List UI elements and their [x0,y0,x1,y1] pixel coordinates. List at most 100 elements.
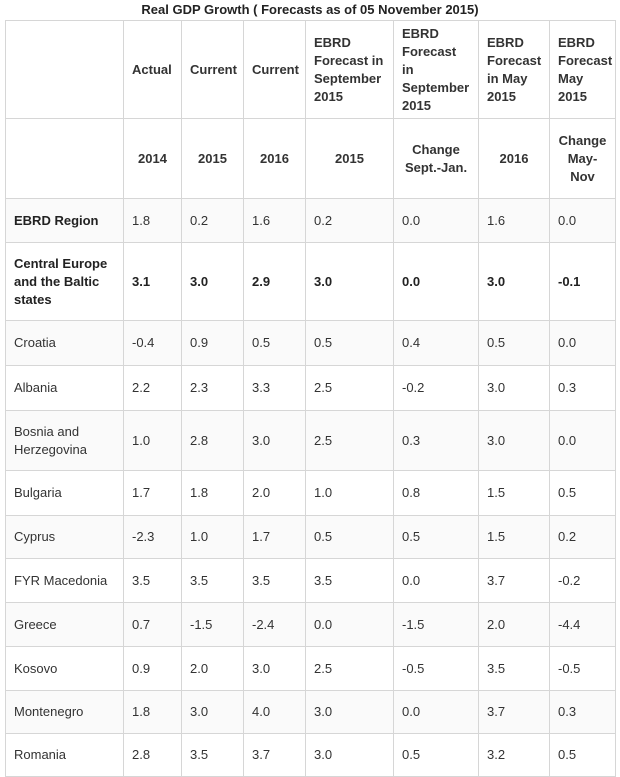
table-row: EBRD Region 1.8 0.2 1.6 0.2 0.0 1.6 0.0 [5,198,616,243]
value-cell: 2.9 [243,242,306,321]
value-cell: 2.0 [478,602,550,647]
value-cell: 0.4 [393,320,479,366]
region-cell: Albania [5,365,124,411]
header-cell: Current [181,20,244,119]
gdp-table: Actual Current Current EBRD Forecast in Sep… [5,20,616,777]
header-cell: 2014 [123,118,182,199]
value-cell: 2.8 [181,410,244,471]
table-row: Kosovo 0.9 2.0 3.0 2.5 -0.5 3.5 -0.5 [5,646,616,691]
value-cell: 0.0 [393,690,479,734]
header-cell: 2016 [243,118,306,199]
value-cell: 1.7 [123,470,182,516]
value-cell: 3.0 [478,365,550,411]
value-cell: 0.5 [478,320,550,366]
value-cell: -0.5 [393,646,479,691]
value-cell: 3.7 [243,733,306,777]
value-cell: 3.0 [305,733,394,777]
value-cell: 3.0 [243,410,306,471]
value-cell: 1.6 [478,198,550,243]
value-cell: 3.5 [478,646,550,691]
value-cell: 0.0 [393,558,479,603]
value-cell: 0.2 [181,198,244,243]
value-cell: 3.5 [123,558,182,603]
value-cell: 2.0 [243,470,306,516]
region-cell: Montenegro [5,690,124,734]
region-cell: Kosovo [5,646,124,691]
value-cell: 1.6 [243,198,306,243]
value-cell: 0.3 [393,410,479,471]
value-cell: 2.0 [181,646,244,691]
region-cell: Cyprus [5,515,124,559]
table-row: Bosnia and Herzegovina 1.0 2.8 3.0 2.5 0.3 3.0… [5,410,616,471]
table-body: EBRD Region 1.8 0.2 1.6 0.2 0.0 1.6 0.0 Central … [5,198,616,777]
value-cell: 1.7 [243,515,306,559]
value-cell: 0.2 [305,198,394,243]
value-cell: 3.0 [478,410,550,471]
header-cell: Actual [123,20,182,119]
value-cell: 3.1 [123,242,182,321]
table-row: Romania 2.8 3.5 3.7 3.0 0.5 3.2 0.5 [5,733,616,777]
value-cell: 0.5 [305,515,394,559]
value-cell: 0.0 [549,320,616,366]
value-cell: -0.5 [549,646,616,691]
value-cell: 0.3 [549,365,616,411]
table-row: Cyprus -2.3 1.0 1.7 0.5 0.5 1.5 0.2 [5,515,616,559]
value-cell: 2.8 [123,733,182,777]
value-cell: 1.0 [181,515,244,559]
value-cell: 3.5 [181,733,244,777]
value-cell: 3.0 [305,690,394,734]
table-row: Greece 0.7 -1.5 -2.4 0.0 -1.5 2.0 -4.4 [5,602,616,647]
value-cell: 1.8 [123,690,182,734]
value-cell: 3.3 [243,365,306,411]
header-cell: Change May-Nov [549,118,616,199]
table-row: Albania 2.2 2.3 3.3 2.5 -0.2 3.0 0.3 [5,365,616,411]
region-cell: Croatia [5,320,124,366]
table-row: Bulgaria 1.7 1.8 2.0 1.0 0.8 1.5 0.5 [5,470,616,516]
table-row: Central Europe and the Baltic states 3.1 3… [5,242,616,321]
header-row: 2014 2015 2016 2015 Change Sept.-Jan. 2016 Cha… [5,118,616,199]
region-cell: Bosnia and Herzegovina [5,410,124,471]
value-cell: 2.2 [123,365,182,411]
value-cell: 0.8 [393,470,479,516]
value-cell: 0.2 [549,515,616,559]
header-cell: EBRD Forecast in September 2015 [393,20,479,119]
value-cell: -2.4 [243,602,306,647]
value-cell: 0.5 [549,733,616,777]
header-cell: EBRD Forecast in September 2015 [305,20,394,119]
region-cell: Greece [5,602,124,647]
value-cell: 0.0 [393,242,479,321]
table-row: Croatia -0.4 0.9 0.5 0.5 0.4 0.5 0.0 [5,320,616,366]
header-cell: Change Sept.-Jan. [393,118,479,199]
value-cell: 0.5 [243,320,306,366]
value-cell: 1.8 [181,470,244,516]
header-row: Actual Current Current EBRD Forecast in Sep… [5,20,616,119]
value-cell: 0.0 [305,602,394,647]
value-cell: -0.2 [393,365,479,411]
region-cell: Romania [5,733,124,777]
table-row: Montenegro 1.8 3.0 4.0 3.0 0.0 3.7 0.3 [5,690,616,734]
header-cell: Current [243,20,306,119]
header-cell: EBRD Forecast in May 2015 [478,20,550,119]
table-title: Real GDP Growth ( Forecasts as of 05 Nov… [141,2,479,17]
value-cell: 1.5 [478,515,550,559]
value-cell: 1.0 [123,410,182,471]
value-cell: 0.7 [123,602,182,647]
header-cell [5,20,124,119]
value-cell: 0.9 [123,646,182,691]
value-cell: 0.3 [549,690,616,734]
value-cell: 0.0 [393,198,479,243]
value-cell: 3.5 [305,558,394,603]
value-cell: -4.4 [549,602,616,647]
value-cell: 0.5 [393,515,479,559]
value-cell: 3.2 [478,733,550,777]
value-cell: 0.5 [549,470,616,516]
region-cell: Bulgaria [5,470,124,516]
value-cell: 1.8 [123,198,182,243]
header-cell: 2015 [181,118,244,199]
value-cell: 0.0 [549,410,616,471]
header-cell: EBRD Forecast May 2015 [549,20,616,119]
value-cell: 3.5 [243,558,306,603]
header-cell: 2016 [478,118,550,199]
value-cell: 3.7 [478,558,550,603]
